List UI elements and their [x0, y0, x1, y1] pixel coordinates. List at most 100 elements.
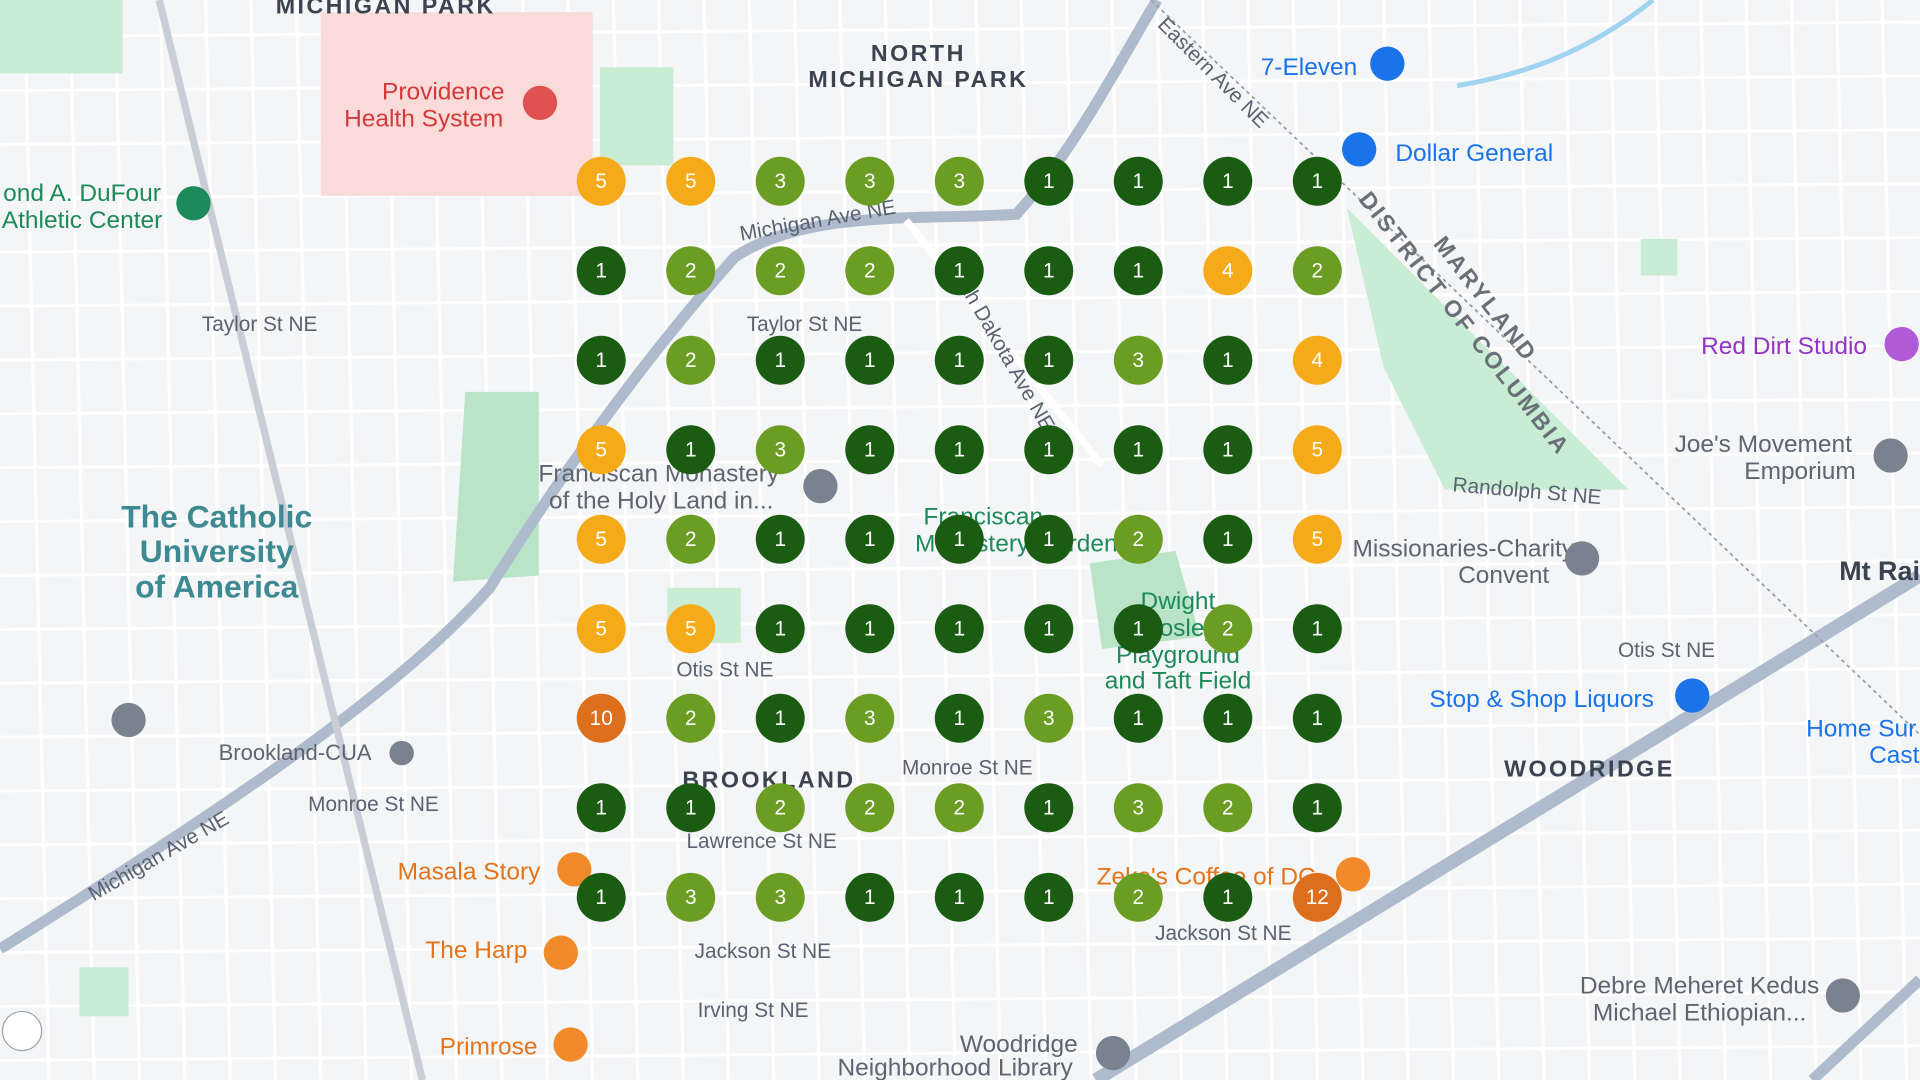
rank-label: 5	[595, 618, 607, 641]
poi-label[interactable]: Franciscan Monastery	[538, 461, 779, 488]
rank-marker	[666, 604, 716, 654]
rank-marker	[1024, 246, 1074, 296]
poi-label[interactable]: 7-Eleven	[1261, 54, 1358, 81]
rank-label: 1	[953, 886, 965, 909]
rank-label: 2	[685, 259, 697, 282]
street	[1427, 0, 1455, 1080]
poi-label[interactable]: Woodridge	[960, 1031, 1078, 1058]
poi-label[interactable]: and Taft Field	[1105, 668, 1251, 695]
poi-pin[interactable]	[1873, 438, 1908, 473]
rank-label: 1	[774, 528, 786, 551]
street	[1608, 0, 1637, 1080]
rank-marker	[755, 514, 805, 564]
rank-label: 3	[864, 707, 876, 730]
street	[0, 505, 1920, 524]
rank-marker	[666, 783, 716, 833]
poi-label[interactable]: Stop & Shop Liquors	[1429, 686, 1653, 713]
poi-label[interactable]: Emporium	[1744, 458, 1856, 485]
street-label: Monroe St NE	[902, 756, 1033, 779]
poi-pin[interactable]	[1, 1010, 43, 1052]
poi-pin[interactable]	[522, 85, 558, 120]
rank-label: 1	[685, 797, 697, 820]
poi-pin[interactable]	[1564, 541, 1600, 576]
poi-label[interactable]: Cast	[1869, 742, 1920, 769]
rank-marker	[845, 693, 895, 743]
street	[0, 559, 1920, 578]
poi-pin[interactable]	[1335, 857, 1371, 892]
poi-label[interactable]: of America	[135, 568, 299, 604]
rank-label: 10	[590, 707, 613, 730]
poi-label[interactable]: Convent	[1458, 562, 1549, 589]
poi-label[interactable]: Michael Ethiopian...	[1593, 999, 1807, 1026]
poi-label[interactable]: Athletic Center	[2, 207, 162, 234]
rank-label: 4	[1222, 259, 1234, 282]
poi-label[interactable]: of the Holy Land in...	[549, 488, 773, 515]
poi-label[interactable]: Dollar General	[1395, 140, 1553, 167]
street	[294, 0, 323, 1080]
poi-label[interactable]: ond A. DuFour	[3, 180, 161, 207]
rank-label: 1	[1132, 707, 1144, 730]
street	[1789, 0, 1818, 1080]
rank-marker	[1203, 693, 1253, 743]
poi-pin[interactable]	[1884, 326, 1919, 362]
poi-label[interactable]: University	[140, 533, 294, 569]
rank-marker	[666, 156, 716, 206]
poi-label[interactable]: Missionaries-Charity	[1352, 535, 1574, 562]
poi-pin[interactable]	[176, 186, 211, 221]
poi-pin[interactable]	[543, 935, 578, 970]
neighborhood-label: MICHIGAN PARK	[808, 66, 1028, 92]
rank-marker	[1113, 604, 1163, 654]
rank-marker	[1292, 783, 1342, 833]
poi-pin[interactable]	[557, 852, 592, 887]
rank-marker	[1203, 514, 1253, 564]
poi-pin[interactable]	[803, 468, 838, 504]
poi-label[interactable]: Joe's Movement	[1675, 431, 1853, 458]
poi-pin[interactable]	[1342, 132, 1377, 167]
rank-label: 5	[595, 438, 607, 461]
poi-pin[interactable]	[1095, 1035, 1131, 1071]
rank-marker	[1024, 872, 1074, 922]
rank-marker	[1292, 156, 1342, 206]
rank-marker	[576, 604, 626, 654]
street	[0, 397, 1920, 416]
poi-label[interactable]: Brookland-CUA	[219, 740, 372, 765]
highway	[1092, 569, 1920, 1080]
poi-pin[interactable]	[553, 1027, 588, 1062]
rank-marker	[1292, 425, 1342, 475]
poi-label[interactable]: Home Sur	[1806, 715, 1916, 742]
rank-marker	[576, 514, 626, 564]
park	[1640, 238, 1678, 276]
rank-label: 1	[1043, 797, 1055, 820]
poi-label[interactable]: The Harp	[425, 937, 527, 964]
poi-pin[interactable]	[1370, 46, 1405, 81]
neighborhood-label: MICHIGAN PARK	[276, 0, 496, 18]
street	[0, 990, 1920, 1009]
rank-label: 1	[774, 349, 786, 372]
rank-marker	[934, 156, 984, 206]
poi-label[interactable]: Red Dirt Studio	[1701, 333, 1867, 360]
creek	[1456, 0, 1655, 89]
poi-pin[interactable]	[111, 702, 146, 738]
poi-label[interactable]: Primrose	[440, 1034, 538, 1061]
poi-pin[interactable]	[1825, 978, 1860, 1013]
metro-pin[interactable]	[389, 740, 414, 766]
street	[1472, 0, 1501, 1080]
rank-marker	[755, 246, 805, 296]
poi-label[interactable]: Masala Story	[398, 859, 542, 886]
poi-label[interactable]: Debre Meheret Kedus	[1580, 972, 1819, 999]
poi-label[interactable]: Neighborhood Library	[837, 1054, 1073, 1080]
poi-pin[interactable]	[1675, 678, 1710, 713]
rank-marker	[1203, 335, 1253, 385]
rank-marker	[1113, 335, 1163, 385]
rank-marker	[1113, 514, 1163, 564]
poi-label[interactable]: Providence	[382, 79, 504, 106]
rank-marker	[934, 693, 984, 743]
rank-marker	[1292, 693, 1342, 743]
poi-label[interactable]: The Catholic	[121, 499, 312, 535]
poi-label[interactable]: Health System	[344, 105, 503, 132]
rank-label: 1	[1132, 259, 1144, 282]
rank-label: 3	[953, 170, 965, 193]
rank-label: 1	[953, 438, 965, 461]
rank-label: 2	[953, 797, 965, 820]
